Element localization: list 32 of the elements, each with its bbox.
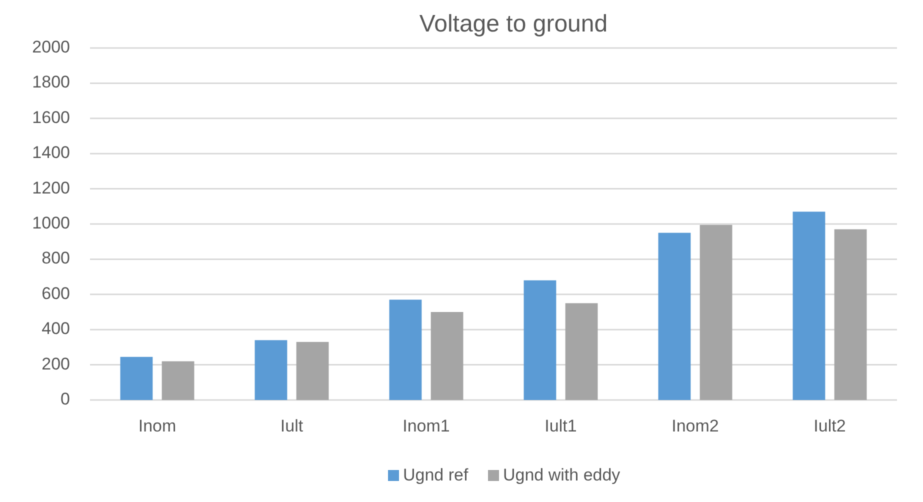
x-tick-label: Inom1 (402, 416, 450, 436)
y-tick-label: 1800 (32, 72, 70, 92)
bar (792, 212, 826, 400)
bar (834, 229, 867, 400)
x-tick-label: Inom (138, 416, 176, 436)
y-tick-label: 400 (42, 319, 70, 338)
bar (700, 224, 732, 400)
x-tick-label: Iult (280, 416, 304, 436)
y-tick-label: 800 (42, 248, 70, 268)
bar (658, 232, 691, 400)
bar (162, 361, 194, 400)
chart-title: Voltage to ground (419, 10, 608, 38)
y-tick-label: 200 (42, 354, 70, 374)
bar (389, 300, 422, 400)
x-tick-label: Iult2 (814, 416, 846, 436)
bar (296, 342, 329, 400)
bar (565, 303, 598, 400)
x-tick-label: Inom2 (672, 416, 719, 436)
legend-label: Ugnd ref (403, 465, 468, 484)
bar (524, 280, 556, 400)
bar (254, 340, 288, 400)
bar (120, 356, 153, 400)
bar (430, 312, 464, 400)
x-tick-label: Iult1 (544, 416, 577, 436)
y-tick-label: 0 (60, 389, 70, 408)
legend-label: Ugnd with eddy (503, 465, 621, 484)
y-tick-label: 1200 (32, 178, 70, 198)
y-tick-label: 600 (42, 284, 70, 303)
y-tick-label: 1600 (32, 108, 70, 127)
y-tick-label: 1400 (32, 143, 70, 162)
y-tick-label: 2000 (32, 37, 70, 56)
y-tick-label: 1000 (32, 213, 70, 232)
